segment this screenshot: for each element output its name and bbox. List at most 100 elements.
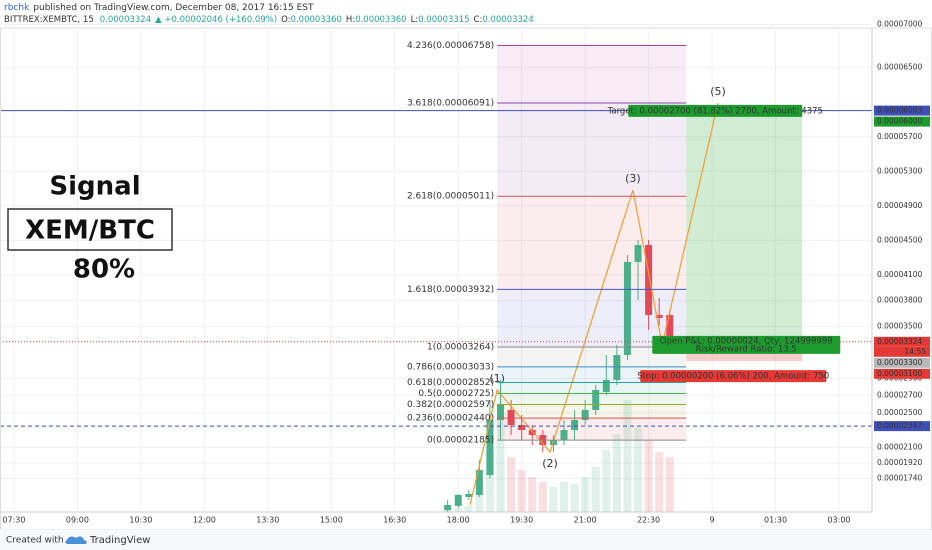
volume-bar [665, 457, 674, 512]
fib-label: 0.618(0.00002852) [407, 378, 494, 388]
x-tick-label: 16:30 [383, 516, 406, 525]
target-label: Target: 0.00002700 (81.82%) 2700, Amount… [607, 106, 823, 116]
candle-body [497, 404, 505, 421]
ohlc-value: 0.00003315 [418, 15, 469, 25]
ohlc-key: H: [346, 15, 355, 25]
candle-body [486, 420, 494, 475]
overlay-box [7, 208, 173, 251]
y-tick-label: 0.00001740 [877, 474, 923, 483]
candle-body [655, 314, 663, 318]
candle-body [571, 420, 579, 431]
fib-label: 2.618(0.00005011) [407, 192, 494, 202]
candle-body [602, 379, 610, 392]
price-label: 0.00003100 [877, 369, 923, 378]
fib-band [497, 196, 687, 290]
candle-body [581, 409, 589, 421]
candle-body [623, 261, 631, 356]
x-tick-label: 9 [710, 516, 715, 525]
candle-body [634, 244, 642, 262]
price-label: 0.00002347 [877, 421, 923, 430]
volume-bar [612, 434, 621, 512]
candle-body [518, 425, 526, 431]
x-tick-label: 18:00 [447, 516, 470, 525]
y-tick-label: 0.00002700 [877, 391, 923, 400]
volume-bar [464, 506, 473, 512]
x-tick-label: 03:00 [827, 516, 850, 525]
footer-created: Created with [6, 536, 64, 546]
wave-label: (1) [489, 372, 505, 385]
volume-bar [591, 467, 600, 512]
candle-body [592, 389, 600, 410]
volume-bar [485, 452, 494, 512]
candle-body [666, 314, 674, 342]
y-tick-label: 0.00006500 [877, 63, 923, 72]
volume-bar [475, 494, 484, 512]
y-tick-label: 0.00005300 [877, 166, 923, 175]
stop-label: Stop: 0.00000200 (6.06%) 200, Amount: 75… [637, 372, 829, 382]
volume-bar [655, 452, 664, 512]
volume-bar [517, 470, 526, 512]
volume-bar [644, 440, 653, 512]
y-tick-label: 0.00007000 [877, 20, 923, 29]
price-label-box [874, 357, 930, 368]
y-tick-label: 0.00004900 [877, 201, 923, 210]
candle-body [645, 244, 653, 315]
x-tick-label: 10:30 [129, 516, 152, 525]
price-label: 0.00006003 [877, 106, 923, 115]
published: published on TradingView.com, December 0… [33, 3, 314, 13]
volume-bar [559, 482, 568, 512]
x-tick-label: 01:30 [764, 516, 787, 525]
target-zone [686, 110, 803, 344]
x-tick-label: 15:00 [320, 516, 343, 525]
x-tick-label: 21:00 [574, 516, 597, 525]
header-line-1: rbchk published on TradingView.com, Decem… [4, 3, 314, 13]
wave-line [469, 102, 719, 506]
fib-band [497, 103, 687, 197]
x-tick-label: 09:00 [66, 516, 89, 525]
time-axis [0, 512, 932, 530]
y-tick-label: 0.00004500 [877, 235, 923, 244]
price-label: 0.00003324 [877, 337, 923, 346]
fib-band [497, 404, 687, 419]
candle-body [528, 430, 536, 436]
volume-bar [496, 417, 505, 512]
candle-body [444, 505, 452, 511]
stop-label-box [640, 370, 827, 383]
ohlc-value: 0.00003360 [355, 15, 406, 25]
volume-bar [538, 482, 547, 512]
price-label: 0.00006000 [877, 117, 923, 126]
symbol: BITTREX:XEMBTC, 15 [4, 15, 94, 25]
fib-label: 0.786(0.00003033) [407, 362, 494, 372]
candle-body [560, 430, 568, 441]
wave-label: (2) [542, 457, 558, 470]
price-label-box [874, 105, 930, 116]
fib-label: 1.618(0.00003932) [407, 285, 494, 295]
candle-body [465, 493, 473, 497]
countdown-label: 14:55 [904, 347, 926, 356]
y-tick-label: 0.00002100 [877, 442, 923, 451]
volume-bar [581, 477, 590, 512]
ohlc-key: C: [474, 15, 483, 25]
y-tick-label: 0.00001920 [877, 458, 923, 467]
wave-label: (5) [710, 85, 726, 98]
fib-band [497, 418, 687, 441]
fib-label: 0.382(0.00002597) [407, 400, 494, 410]
ohlc-key: O: [281, 15, 290, 25]
author: rbchk [4, 3, 30, 13]
volume-bar [454, 508, 463, 512]
wave-label: (3) [625, 172, 641, 185]
candle-body [613, 355, 621, 380]
x-tick-label: 12:00 [193, 516, 216, 525]
overlay-signal: Signal [49, 172, 140, 202]
y-tick-label: 0.00005700 [877, 132, 923, 141]
volume-bar [570, 484, 579, 512]
pnl-label: Open P&L: 0.00000024, Qty: 124999999 [660, 336, 833, 346]
last-price: 0.00003324 [100, 15, 151, 25]
ohlc-value: 0.00003324 [482, 15, 533, 25]
volume-bar [623, 400, 632, 512]
fib-label: 4.236(0.00006758) [407, 41, 494, 51]
fib-label: 0(0.00002185) [427, 436, 494, 446]
volume-bar [634, 428, 643, 512]
footer-bar [0, 530, 932, 550]
